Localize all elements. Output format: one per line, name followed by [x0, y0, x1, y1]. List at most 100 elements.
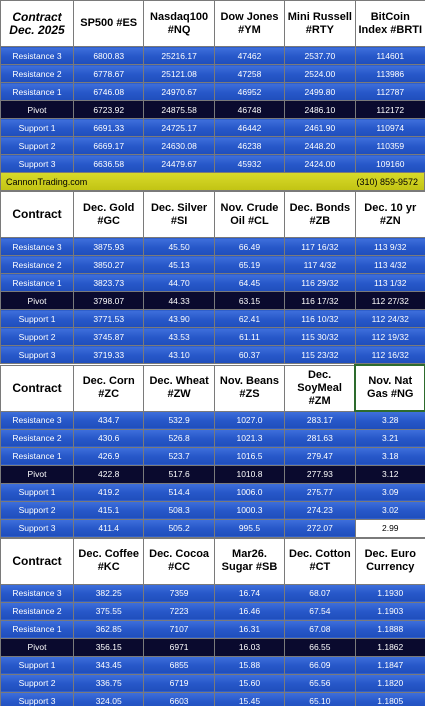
column-header: Dow Jones #YM — [213, 0, 286, 47]
level-value: 2448.20 — [284, 136, 356, 155]
column-header: Nov. Beans #ZS — [213, 364, 286, 412]
row-label: Resistance 2 — [0, 255, 74, 274]
level-value: 16.03 — [213, 637, 286, 657]
column-header: Dec. Bonds #ZB — [284, 191, 356, 238]
level-value: 995.5 — [213, 518, 286, 538]
level-value: 6636.58 — [72, 154, 145, 173]
level-value: 382.25 — [72, 583, 145, 603]
level-value: 523.7 — [143, 446, 215, 466]
contract-header-label: Contract — [0, 191, 74, 238]
level-value: 324.05 — [72, 691, 145, 706]
resistance-3-row: Resistance 3 3875.93 45.50 66.49 117 16/32 11… — [0, 237, 425, 256]
resistance-3-row: Resistance 3 434.7 532.9 1027.0 283.17 3.28 — [0, 410, 425, 430]
level-value: 15.60 — [213, 673, 286, 693]
resistance-2-row: Resistance 2 3850.27 45.13 65.19 117 4/32 113… — [0, 255, 425, 274]
row-label: Support 1 — [0, 309, 74, 328]
level-value: 43.10 — [143, 345, 215, 364]
level-value: 6691.33 — [72, 118, 145, 137]
levels-table-indices: Contract Dec. 2025 SP500 #ES Nasdaq100 #… — [0, 0, 425, 173]
column-header: Dec. 10 yr #ZN — [354, 191, 425, 238]
level-value: 60.37 — [213, 345, 286, 364]
level-value: 3875.93 — [72, 237, 145, 256]
row-label: Pivot — [0, 100, 74, 119]
phone-number: (310) 859-9572 — [356, 176, 418, 187]
level-value: 6800.83 — [72, 46, 145, 65]
pivot-row: Pivot 356.15 6971 16.03 66.55 1.1862 — [0, 637, 425, 657]
contract-header-label: Contract — [0, 364, 74, 412]
support-2-row: Support 2 336.75 6719 15.60 65.56 1.1820 — [0, 673, 425, 693]
row-label: Support 3 — [0, 691, 74, 706]
support-3-row: Support 3 3719.33 43.10 60.37 115 23/32 112 1… — [0, 345, 425, 364]
level-value: 6746.08 — [72, 82, 145, 101]
level-value: 25216.17 — [143, 46, 215, 65]
level-value: 113 9/32 — [354, 237, 425, 256]
level-value: 62.41 — [213, 309, 286, 328]
row-label: Resistance 3 — [0, 237, 74, 256]
level-value: 356.15 — [72, 637, 145, 657]
row-label: Resistance 1 — [0, 446, 74, 466]
level-value: 3771.53 — [72, 309, 145, 328]
column-header: Dec. Corn #ZC — [72, 364, 145, 412]
level-value: 514.4 — [143, 482, 215, 502]
level-value: 6719 — [143, 673, 215, 693]
row-label: Support 3 — [0, 154, 74, 173]
column-header: Dec. Silver #SI — [143, 191, 215, 238]
resistance-1-row: Resistance 1 6746.08 24970.67 46952 2499.80 1… — [0, 82, 425, 101]
row-label: Support 3 — [0, 345, 74, 364]
level-value: 66.09 — [284, 655, 356, 675]
level-value: 430.6 — [72, 428, 145, 448]
level-value: 46442 — [213, 118, 286, 137]
level-value: 44.33 — [143, 291, 215, 310]
level-value: 109160 — [354, 154, 425, 173]
level-value: 112172 — [354, 100, 425, 119]
level-value: 61.11 — [213, 327, 286, 346]
support-3-row: Support 3 411.4 505.2 995.5 272.07 2.99 — [0, 518, 425, 538]
row-label: Resistance 3 — [0, 410, 74, 430]
column-header: SP500 #ES — [72, 0, 145, 47]
level-value: 3745.87 — [72, 327, 145, 346]
level-value: 112 16/32 — [354, 345, 425, 364]
header-row: Contract Dec. Corn #ZC Dec. Wheat #ZW No… — [0, 364, 425, 412]
level-value: 16.31 — [213, 619, 286, 639]
site-link[interactable]: CannonTrading.com — [6, 176, 88, 187]
level-value: 1016.5 — [213, 446, 286, 466]
row-label: Resistance 3 — [0, 583, 74, 603]
level-value: 2461.90 — [284, 118, 356, 137]
level-value: 1021.3 — [213, 428, 286, 448]
level-value: 6723.92 — [72, 100, 145, 119]
level-value: 2.99 — [354, 518, 425, 538]
level-value: 274.23 — [284, 500, 356, 520]
row-label: Support 1 — [0, 482, 74, 502]
level-value: 116 29/32 — [284, 273, 356, 292]
row-label: Pivot — [0, 464, 74, 484]
row-label: Support 1 — [0, 118, 74, 137]
level-value: 1.1930 — [354, 583, 425, 603]
level-value: 16.46 — [213, 601, 286, 621]
level-value: 43.53 — [143, 327, 215, 346]
levels-table-grains: Contract Dec. Corn #ZC Dec. Wheat #ZW No… — [0, 364, 425, 538]
column-header: BitCoin Index #BRTI — [354, 0, 425, 47]
cannon-banner: CannonTrading.com (310) 859-9572 — [0, 173, 425, 191]
row-label: Pivot — [0, 291, 74, 310]
support-2-row: Support 2 6669.17 24630.08 46238 2448.20 1103… — [0, 136, 425, 155]
column-header: Dec. Wheat #ZW — [143, 364, 215, 412]
level-value: 3719.33 — [72, 345, 145, 364]
level-value: 279.47 — [284, 446, 356, 466]
row-label: Support 2 — [0, 327, 74, 346]
level-value: 65.56 — [284, 673, 356, 693]
level-value: 113986 — [354, 64, 425, 83]
level-value: 16.74 — [213, 583, 286, 603]
contract-header-label: Contract Dec. 2025 — [0, 0, 74, 47]
level-value: 1006.0 — [213, 482, 286, 502]
level-value: 65.19 — [213, 255, 286, 274]
support-3-row: Support 3 324.05 6603 15.45 65.10 1.1805 — [0, 691, 425, 706]
level-value: 272.07 — [284, 518, 356, 538]
row-label: Resistance 1 — [0, 619, 74, 639]
column-header: Dec. Coffee #KC — [72, 537, 145, 585]
row-label: Resistance 2 — [0, 601, 74, 621]
levels-table-softs-fx: Contract Dec. Coffee #KC Dec. Cocoa #CC … — [0, 537, 425, 706]
level-value: 336.75 — [72, 673, 145, 693]
level-value: 362.85 — [72, 619, 145, 639]
resistance-2-row: Resistance 2 6778.67 25121.08 47258 2524.00 1… — [0, 64, 425, 83]
